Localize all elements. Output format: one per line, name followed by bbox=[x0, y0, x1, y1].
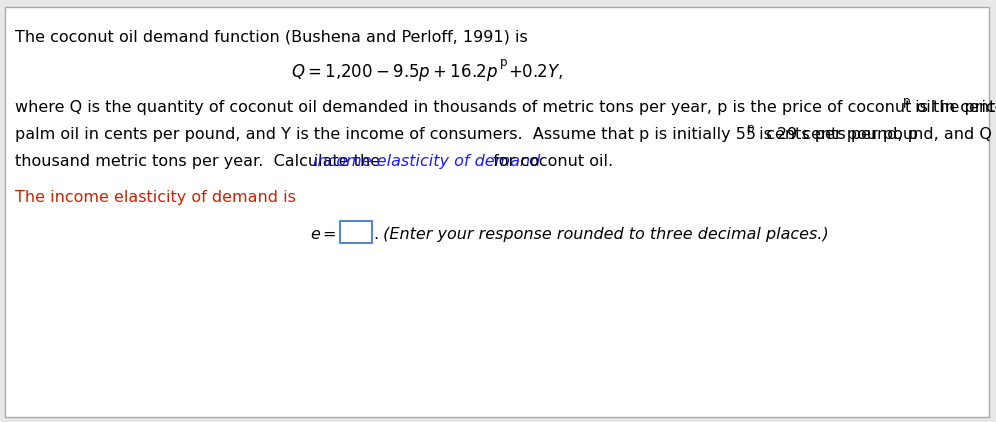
Text: p: p bbox=[902, 95, 910, 108]
Text: is 29 cents per pound, and Q is 1,275: is 29 cents per pound, and Q is 1,275 bbox=[754, 127, 996, 142]
Text: The coconut oil demand function (Bushena and Perloff, 1991) is: The coconut oil demand function (Bushena… bbox=[15, 30, 528, 45]
FancyBboxPatch shape bbox=[5, 7, 989, 417]
Text: The income elasticity of demand is: The income elasticity of demand is bbox=[15, 190, 296, 205]
Text: palm oil in cents per pound, and Y is the income of consumers.  Assume that p is: palm oil in cents per pound, and Y is th… bbox=[15, 127, 918, 142]
Text: $e =$: $e =$ bbox=[310, 227, 337, 242]
Text: (Enter your response rounded to three decimal places.): (Enter your response rounded to three de… bbox=[378, 227, 829, 242]
Text: where Q is the quantity of coconut oil demanded in thousands of metric tons per : where Q is the quantity of coconut oil d… bbox=[15, 100, 996, 115]
FancyBboxPatch shape bbox=[340, 221, 372, 243]
Text: for coconut oil.: for coconut oil. bbox=[488, 154, 614, 169]
Text: .: . bbox=[373, 227, 378, 242]
Text: income elasticity of demand: income elasticity of demand bbox=[313, 154, 540, 169]
Text: p: p bbox=[747, 122, 755, 135]
Text: thousand metric tons per year.  Calculate the: thousand metric tons per year. Calculate… bbox=[15, 154, 385, 169]
Text: $Q = 1{,}200 - 9.5p + 16.2p$: $Q = 1{,}200 - 9.5p + 16.2p$ bbox=[291, 62, 498, 83]
Text: is the price of: is the price of bbox=[909, 100, 996, 115]
Text: $+ 0.2Y,$: $+ 0.2Y,$ bbox=[508, 62, 564, 81]
Text: p: p bbox=[500, 56, 508, 69]
